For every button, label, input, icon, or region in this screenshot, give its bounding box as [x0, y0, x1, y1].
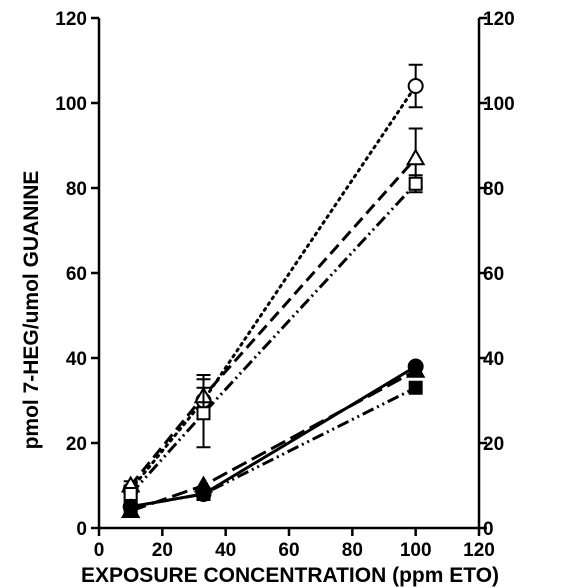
y-axis-title: pmol 7-HEG/umol GUANINE: [20, 171, 43, 450]
data-point-square: [196, 406, 211, 421]
x-tick-label: 40: [215, 540, 236, 561]
y-tick-label-left: 60: [66, 264, 87, 285]
x-axis-title: EXPOSURE CONCENTRATION (ppm ETO): [81, 564, 499, 587]
y-tick-label-left: 0: [76, 519, 87, 540]
series-2: [123, 174, 423, 501]
series-line: [129, 182, 417, 496]
y-tick-label-left: 120: [55, 9, 87, 30]
data-point-square: [408, 176, 423, 191]
y-tick-label-right: 20: [483, 434, 504, 455]
x-tick-label: 0: [94, 540, 105, 561]
x-tick-label: 60: [278, 540, 299, 561]
y-tick-label-left: 100: [55, 94, 87, 115]
data-series: [120, 63, 426, 518]
y-tick-label-right: 80: [483, 179, 504, 200]
data-point-square: [123, 487, 138, 501]
y-tick-label-right: 40: [483, 349, 504, 370]
x-tick-label: 20: [152, 540, 173, 561]
y-tick-label-left: 20: [66, 434, 87, 455]
y-tick-label-left: 40: [66, 349, 87, 370]
y-tick-label-right: 0: [483, 519, 494, 540]
series-line: [129, 157, 417, 487]
series-line: [129, 84, 418, 492]
y-tick-label-right: 100: [483, 94, 515, 115]
series-3: [122, 358, 424, 515]
x-tick-label: 80: [342, 540, 363, 561]
y-tick-label-right: 120: [483, 9, 515, 30]
y-tick-label-right: 60: [483, 264, 504, 285]
x-tick-label: 100: [400, 540, 432, 561]
data-point-triangle: [405, 360, 426, 378]
x-tick-label: 120: [463, 540, 495, 561]
y-tick-label-left: 80: [66, 179, 87, 200]
series-5: [123, 380, 423, 514]
series-1: [120, 127, 426, 493]
series-line: [130, 365, 417, 509]
data-point-triangle: [405, 148, 426, 166]
data-point-circle: [407, 78, 424, 94]
data-point-square: [123, 499, 138, 514]
data-point-square: [196, 487, 211, 501]
series-0: [122, 63, 424, 498]
data-point-square: [408, 380, 423, 395]
